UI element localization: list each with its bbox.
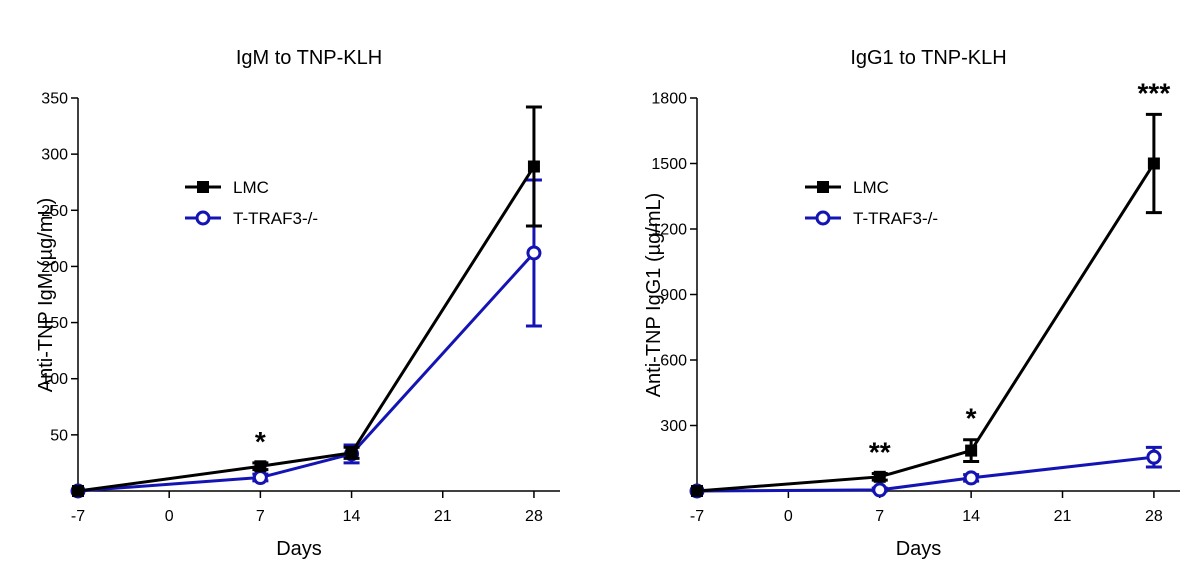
x-axis-label: Days — [896, 538, 942, 560]
y-tick-label: 250 — [41, 203, 68, 220]
data-point — [527, 160, 540, 173]
legend-label: LMC — [233, 178, 269, 197]
series-lmc — [72, 105, 542, 497]
y-axis-label: Anti-TNP IgM (µg/mL) — [35, 198, 57, 393]
legend-label: T-TRAF3-/- — [853, 209, 938, 228]
data-point — [1146, 449, 1162, 465]
data-point — [254, 460, 267, 473]
x-tick-label: 28 — [1145, 508, 1163, 525]
data-point — [345, 446, 358, 459]
y-tick-label: 150 — [41, 315, 68, 332]
legend: LMC T-TRAF3-/- — [805, 178, 938, 228]
data-point — [252, 470, 268, 486]
series-line — [77, 165, 536, 493]
x-tick-label: 7 — [875, 508, 884, 525]
x-axis-label: Days — [276, 538, 322, 560]
significance-marker: ** — [869, 437, 891, 468]
x-tick-label: 0 — [165, 508, 174, 525]
data-point — [691, 485, 703, 497]
x-tick-label: 0 — [784, 508, 793, 525]
x-tick-label: 21 — [434, 508, 452, 525]
chart-title: IgG1 to TNP-KLH — [850, 47, 1006, 69]
y-axis-label: Anti-TNP IgG1 (µg/mL) — [643, 193, 665, 398]
data-point — [1147, 157, 1160, 170]
series-line — [696, 162, 1156, 493]
series-lmc — [691, 112, 1162, 497]
y-tick-label: 300 — [660, 418, 687, 435]
data-point — [872, 482, 888, 498]
data-point — [72, 485, 84, 497]
significance-marker: *** — [1138, 77, 1171, 108]
y-tick-label: 900 — [660, 287, 687, 304]
y-tick-label: 1200 — [651, 222, 687, 239]
x-tick-label: 14 — [343, 508, 361, 525]
y-tick-label: 200 — [41, 259, 68, 276]
legend-marker — [197, 181, 209, 193]
x-tick-label: 28 — [525, 508, 543, 525]
significance-marker: * — [966, 403, 977, 434]
x-tick-label: 7 — [256, 508, 265, 525]
series-line — [696, 455, 1155, 493]
legend-label: LMC — [853, 178, 889, 197]
data-point — [526, 245, 542, 261]
x-tick-label: 21 — [1054, 508, 1072, 525]
y-tick-label: 600 — [660, 353, 687, 370]
series-t-traf3 — [689, 445, 1162, 499]
data-point — [965, 444, 978, 457]
y-tick-label: 100 — [41, 371, 68, 388]
y-tick-label: 300 — [41, 147, 68, 164]
y-tick-label: 350 — [41, 91, 68, 108]
legend-marker — [815, 210, 831, 226]
x-tick-label: -7 — [690, 508, 704, 525]
x-tick-label: 14 — [962, 508, 980, 525]
series-line — [77, 251, 536, 493]
data-point — [963, 470, 979, 486]
legend: LMC T-TRAF3-/- — [185, 178, 318, 228]
x-tick-label: -7 — [71, 508, 85, 525]
significance-marker: * — [255, 426, 266, 457]
data-point — [873, 470, 886, 483]
legend-label: T-TRAF3-/- — [233, 209, 318, 228]
y-tick-label: 50 — [50, 427, 68, 444]
legend-marker — [817, 181, 829, 193]
chart-panel-2: IgG1 to TNP-KLH 300 600 900 1200 1500 1800 -7 0 7… — [643, 47, 1180, 560]
legend-marker — [195, 210, 211, 226]
y-tick-label: 1500 — [651, 156, 687, 173]
chart-title: IgM to TNP-KLH — [236, 47, 382, 69]
chart-panel-1: IgM to TNP-KLH 50 100 150 200 250 300 350 -7 0 7 14… — [35, 47, 560, 560]
y-tick-label: 1800 — [651, 91, 687, 108]
